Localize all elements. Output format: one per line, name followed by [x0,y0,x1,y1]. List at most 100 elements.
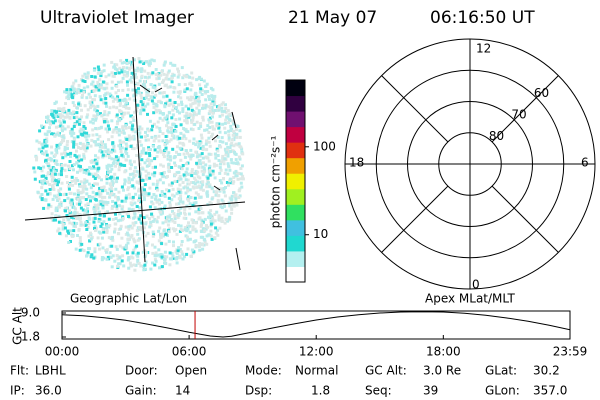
pixel [95,162,99,166]
pixel [49,168,53,172]
pixel [54,179,58,183]
pixel [145,215,149,219]
pixel [217,106,221,110]
pixel [76,195,80,199]
pixel [177,103,180,107]
pixel [127,126,131,130]
pixel [185,111,189,115]
pixel [173,179,177,183]
pixel [109,170,113,173]
pixel [213,152,217,156]
pixel [204,163,208,167]
pixel [151,215,155,219]
pixel [45,153,49,157]
pixel [201,165,205,169]
pixel [36,190,40,194]
pixel [52,121,56,125]
pixel [91,195,95,199]
pixel [132,223,136,227]
pixel [75,111,79,115]
pixel [212,190,216,194]
pixel [54,209,58,213]
pixel [118,118,122,122]
pixel [78,198,82,202]
pixel [186,238,190,242]
pixel [162,229,166,233]
pixel [35,139,39,143]
pixel [106,172,109,176]
pixel [57,180,60,184]
pixel [191,115,195,119]
pixel [143,226,146,230]
pixel [197,109,201,113]
pixel [167,151,171,155]
pixel [208,183,212,187]
pixel [40,193,44,196]
pixel [80,167,84,171]
pixel [94,127,98,130]
pixel [148,176,152,180]
pixel [75,88,79,92]
pixel [106,191,110,195]
pixel [201,144,205,148]
pixel [223,194,227,198]
pixel [123,182,127,186]
pixel [175,150,178,154]
pixel [102,69,106,73]
pixel [199,235,203,239]
pixel [78,119,82,123]
pixel [203,106,207,110]
pixel [238,129,242,133]
pixel [128,159,132,163]
pixel [94,116,98,120]
pixel [174,250,178,254]
pixel [91,117,95,121]
pixel [61,139,65,142]
pixel [70,234,74,238]
pixel [201,116,205,119]
pixel [215,210,219,214]
pixel [157,76,161,80]
pixel [77,122,81,126]
pixel [209,234,213,238]
pixel [82,86,86,90]
pixel [170,193,174,197]
pixel [241,177,245,181]
pixel [234,200,238,204]
pixel [187,107,191,111]
pixel [117,190,121,194]
pixel [116,158,120,162]
pixel [140,106,144,110]
pixel [187,221,190,225]
pixel [235,132,239,136]
pixel [229,158,233,162]
pixel [128,196,132,200]
pixel [141,83,145,87]
pixel [216,228,219,232]
pixel [139,167,142,170]
pixel [191,76,195,80]
pixel [142,62,146,65]
pixel [98,213,102,217]
pixel [98,200,102,203]
pixel [160,200,164,204]
pixel [217,126,221,130]
pixel [63,145,67,149]
pixel [96,182,99,186]
pixel [157,82,161,86]
pixel [207,105,211,109]
pixel [50,178,54,182]
pixel [83,156,86,160]
pixel [177,176,181,180]
pixel [64,102,67,105]
pixel [61,135,65,139]
pixel [79,220,83,224]
pixel [59,124,63,128]
pixel [238,187,242,191]
pixel [165,124,168,128]
pixel [82,212,86,216]
pixel [219,168,223,172]
pixel [205,82,209,86]
pixel [90,235,94,239]
pixel [69,229,73,233]
